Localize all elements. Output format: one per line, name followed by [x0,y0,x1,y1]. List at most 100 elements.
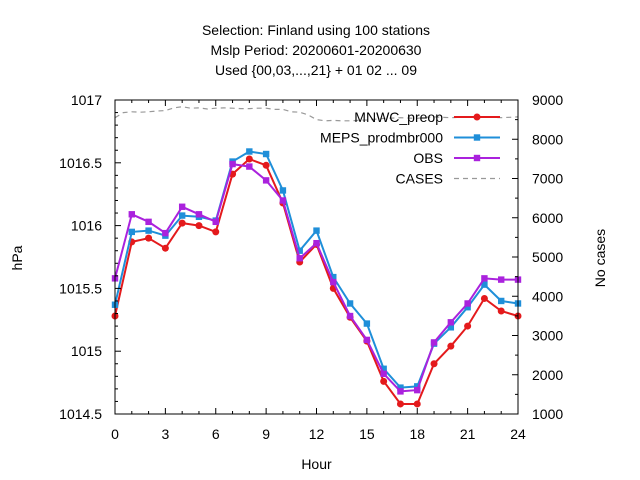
data-point [497,307,505,315]
data-point [178,219,186,227]
y2-tick-label: 3000 [532,328,563,344]
data-point [363,320,371,327]
x-tick-label: 24 [510,426,526,442]
data-point [128,211,135,218]
data-point [481,275,488,282]
y-tick-label: 1015.5 [59,280,102,296]
data-point [430,339,438,346]
data-point [414,383,421,390]
chart-title: Selection: Finland using 100 stations Msl… [202,22,430,78]
data-point [330,273,337,281]
data-point [464,300,471,307]
data-point [464,322,472,330]
data-point [346,300,354,307]
data-point [414,386,421,394]
plot-area [111,106,522,408]
legend-label: MEPS_prodmbr000 [320,130,443,146]
data-point [245,155,253,163]
data-point [262,150,270,158]
data-point [363,336,371,344]
data-point [279,187,287,194]
x-tick-label: 12 [309,426,325,442]
y-tick-label: 1015 [71,343,102,359]
data-point [481,281,488,288]
legend-label: CASES [396,171,443,187]
y2-tick-label: 2000 [532,367,563,383]
title-line-1: Selection: Finland using 100 stations [202,22,430,38]
legend-marker [473,134,481,141]
title-line-2: Mslp Period: 20200601-20200630 [211,42,422,58]
data-point [145,218,152,226]
data-point [212,228,220,236]
legend-label: MNWC_preop [354,109,443,125]
legend: MNWC_preop MEPS_prodmbr000 OBS CASES [320,109,500,187]
title-line-3: Used {00,03,...,21} + 01 02 ... 09 [215,62,417,78]
y2-tick-label: 7000 [532,171,563,187]
x-axis-title: Hour [301,456,332,472]
data-point [145,234,153,242]
series-line-obs [114,162,518,393]
x-tick-label: 15 [359,426,375,442]
data-point [162,229,169,237]
y2-tick-label: 1000 [532,406,563,422]
series-line-cases [114,106,519,122]
y2-tick-label: 6000 [532,210,563,226]
y2-axis-title: No cases [592,229,608,287]
y2-tick-label: 5000 [532,249,563,265]
x-tick-label: 0 [111,426,119,442]
data-point [246,148,253,155]
data-point [330,278,337,286]
series-line-mnwc-preop [114,157,519,405]
data-point [313,239,320,247]
data-point [195,222,203,230]
y-axis-right: 1000 2000 3000 4000 5000 6000 7000 8000 9000 [512,92,563,422]
data-point [212,218,219,226]
x-tick-label: 21 [460,426,476,442]
data-point [346,312,354,320]
data-point [296,247,303,254]
data-point [128,228,135,236]
data-point [296,255,303,262]
legend-label: OBS [413,150,443,166]
data-point [229,160,236,168]
y2-tick-label: 8000 [532,131,563,147]
data-point [145,227,152,234]
x-tick-label: 6 [212,426,220,442]
data-point [396,400,404,408]
data-point [380,377,388,385]
x-tick-label: 3 [161,426,169,442]
y-axis-title: hPa [9,245,25,270]
y-tick-label: 1016.5 [59,155,102,171]
data-point [313,227,320,234]
x-tick-label: 18 [409,426,425,442]
data-point [480,294,488,302]
data-point [262,161,270,169]
y2-tick-label: 4000 [532,288,563,304]
y-axis-left: 1014.5 1015 1015.5 1016 1016.5 1017 [59,92,121,422]
data-point [178,212,186,219]
data-point [178,203,186,210]
data-point [447,324,455,331]
legend-marker [473,154,481,162]
data-point [195,211,203,218]
data-point [380,370,387,378]
data-point [397,384,404,391]
y2-tick-label: 9000 [532,92,563,108]
data-point [498,297,505,305]
data-point [447,342,455,350]
y-tick-label: 1014.5 [59,406,102,422]
y-tick-label: 1017 [71,92,102,108]
data-point [464,304,471,311]
data-point [246,163,253,170]
x-tick-label: 9 [262,426,270,442]
data-point [380,365,387,372]
data-point [279,197,287,204]
series-line-meps-prodmbr000 [114,150,519,389]
x-axis: 0 3 6 9 12 15 18 21 24 [111,100,526,442]
plot-frame [114,99,519,415]
y-tick-label: 1016 [71,218,102,234]
data-point [397,388,404,395]
data-point [161,244,169,252]
data-point [413,400,421,408]
